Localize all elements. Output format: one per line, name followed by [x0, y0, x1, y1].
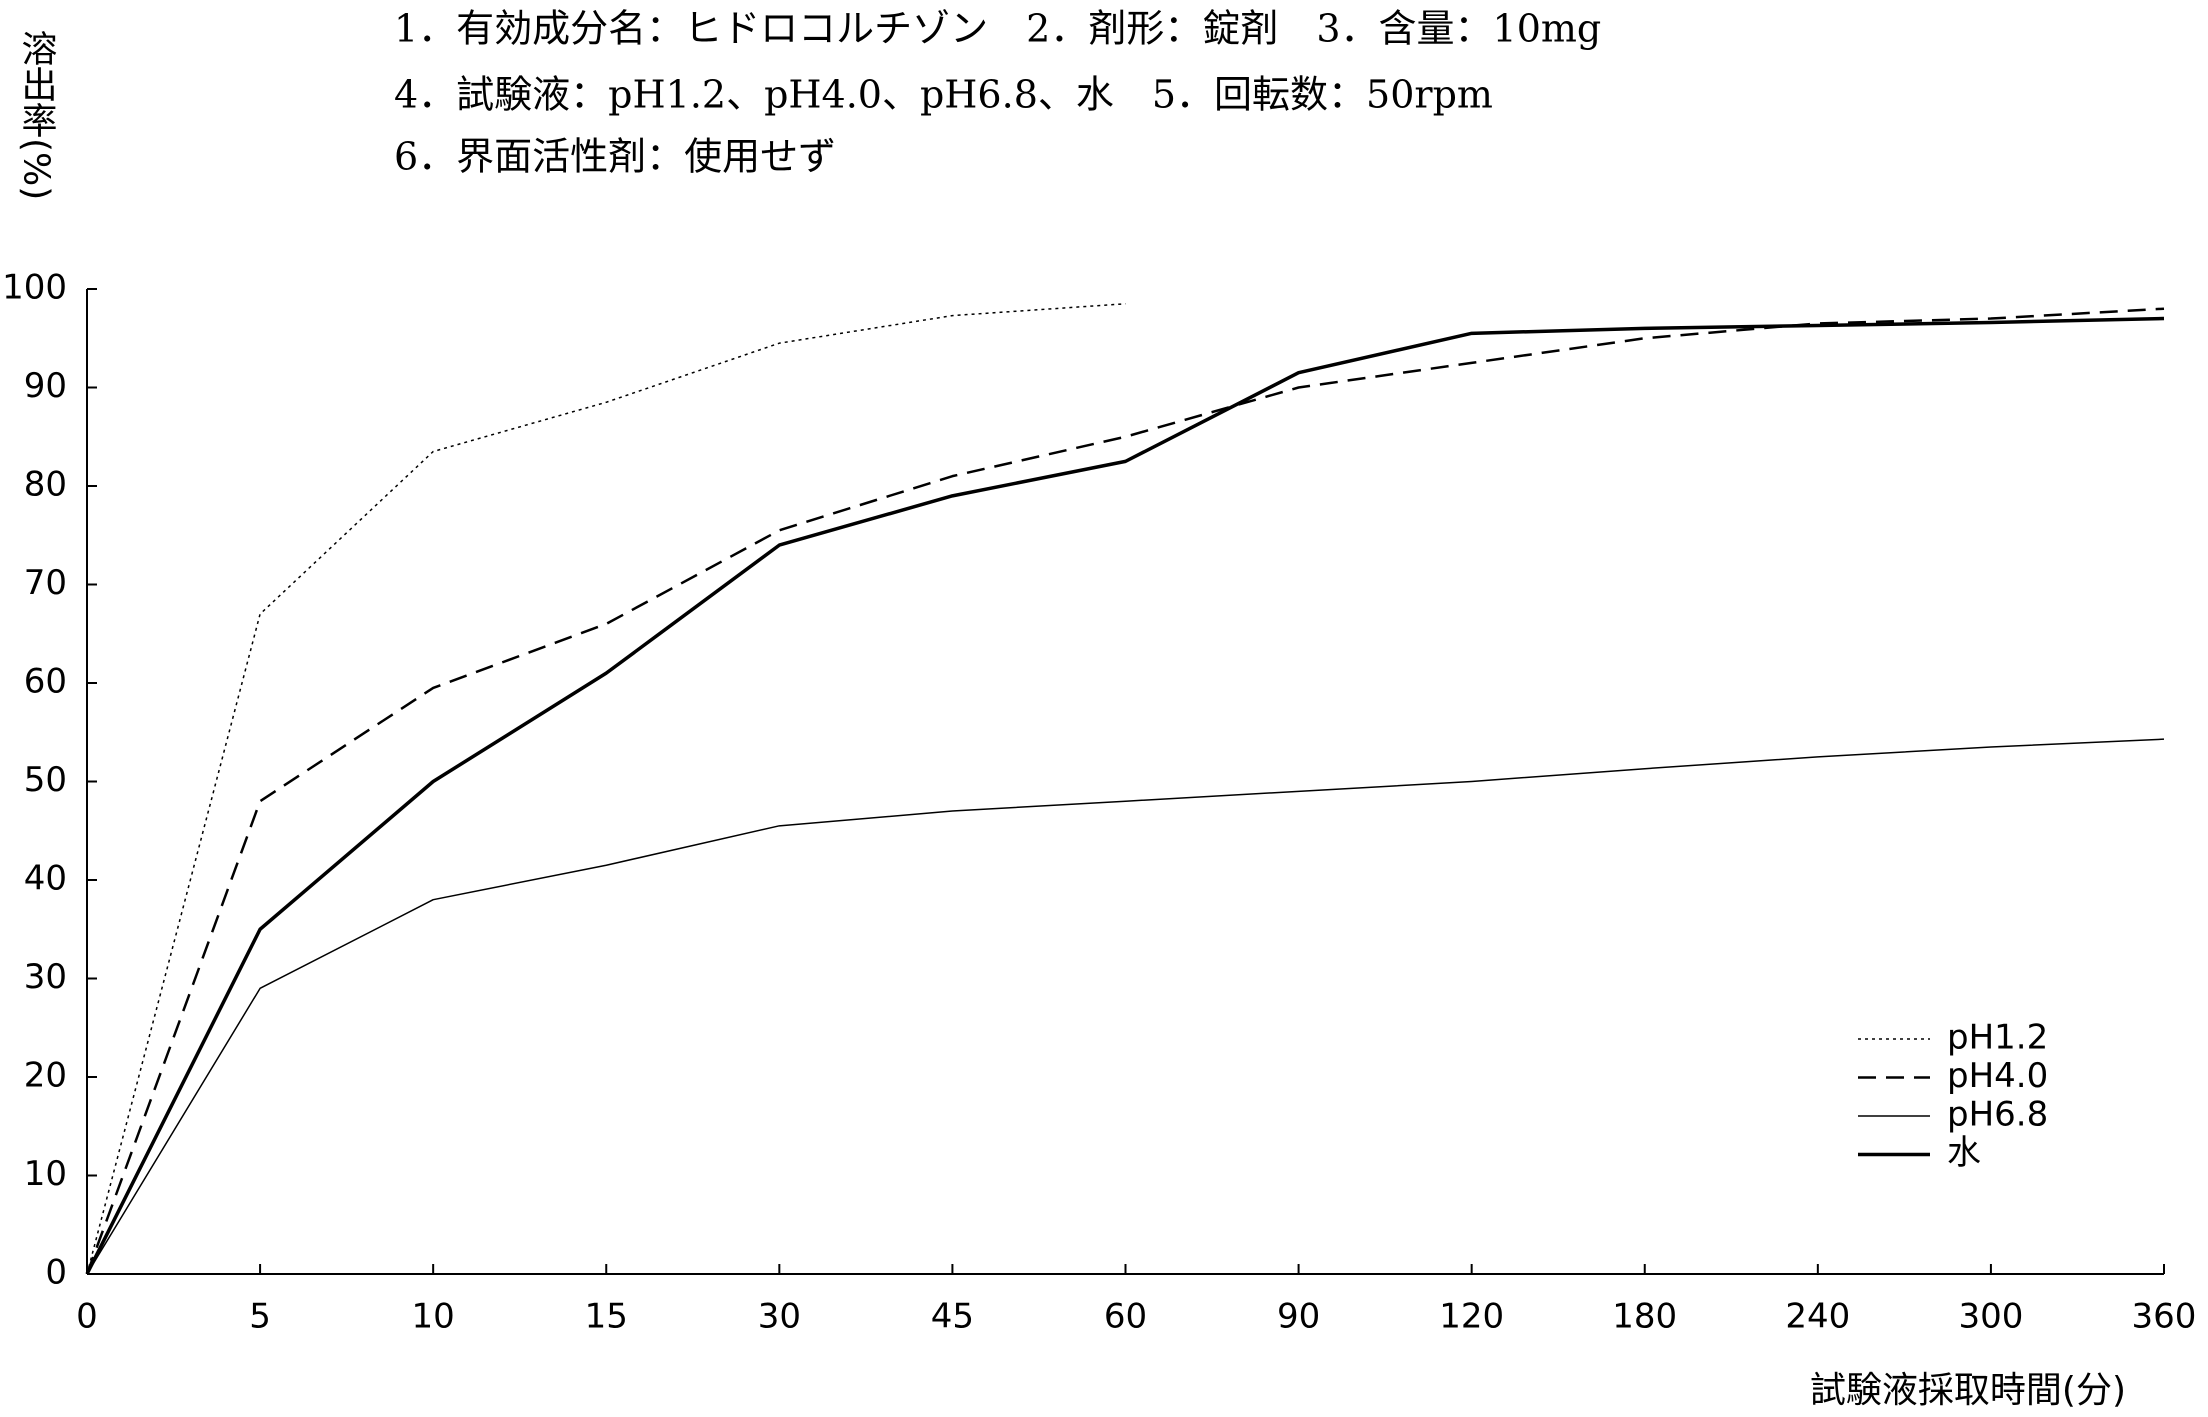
x-tick-label: 15: [585, 1297, 628, 1337]
y-tick-label: 30: [24, 957, 67, 997]
y-tick-label: 100: [2, 268, 67, 308]
x-tick-label: 30: [758, 1297, 801, 1337]
y-tick-label: 0: [45, 1253, 67, 1293]
x-tick-label: 60: [1104, 1297, 1147, 1337]
y-tick-label: 60: [24, 662, 67, 702]
x-tick-label: 45: [931, 1297, 974, 1337]
x-tick-label: 360: [2132, 1297, 2197, 1337]
x-tick-label: 180: [1612, 1297, 1677, 1337]
x-tick-label: 5: [249, 1297, 271, 1337]
y-tick-label: 70: [24, 563, 67, 603]
y-tick-label: 40: [24, 859, 67, 899]
x-axis-label: 試験液採取時間(分): [1810, 1370, 2126, 1411]
x-tick-label: 90: [1277, 1297, 1320, 1337]
series-line: [86, 303, 1126, 1275]
y-tick-label: 10: [24, 1154, 67, 1194]
legend-label: pH4.0: [1947, 1056, 2048, 1096]
y-axis-label: 溶出率(%): [16, 30, 57, 201]
y-tick-label: 20: [24, 1056, 67, 1096]
series-line: [85, 307, 2165, 1275]
series-line: [86, 738, 2165, 1275]
chart-title: 1．有効成分名：ヒドロコルチゾン 2．剤形：錠剤 3．含量：10mg: [394, 7, 1601, 51]
x-tick-label: 10: [412, 1297, 455, 1337]
y-tick-label: 80: [24, 465, 67, 505]
x-tick-label: 120: [1439, 1297, 1504, 1337]
y-tick-label: 90: [24, 366, 67, 406]
y-tick-label: 50: [24, 760, 67, 800]
x-tick-label: 240: [1785, 1297, 1850, 1337]
legend-label: pH1.2: [1947, 1018, 2048, 1058]
x-tick-label: 0: [76, 1297, 98, 1337]
x-tick-label: 300: [1958, 1297, 2023, 1337]
series-line: [85, 316, 2165, 1275]
legend-label: 水: [1947, 1133, 1981, 1173]
chart-subtitle: 6．界面活性剤：使用せず: [394, 135, 836, 179]
legend-label: pH6.8: [1947, 1095, 2048, 1135]
chart-subtitle: 4．試験液：pH1.2、pH4.0、pH6.8、水 5．回転数：50rpm: [394, 73, 1493, 117]
